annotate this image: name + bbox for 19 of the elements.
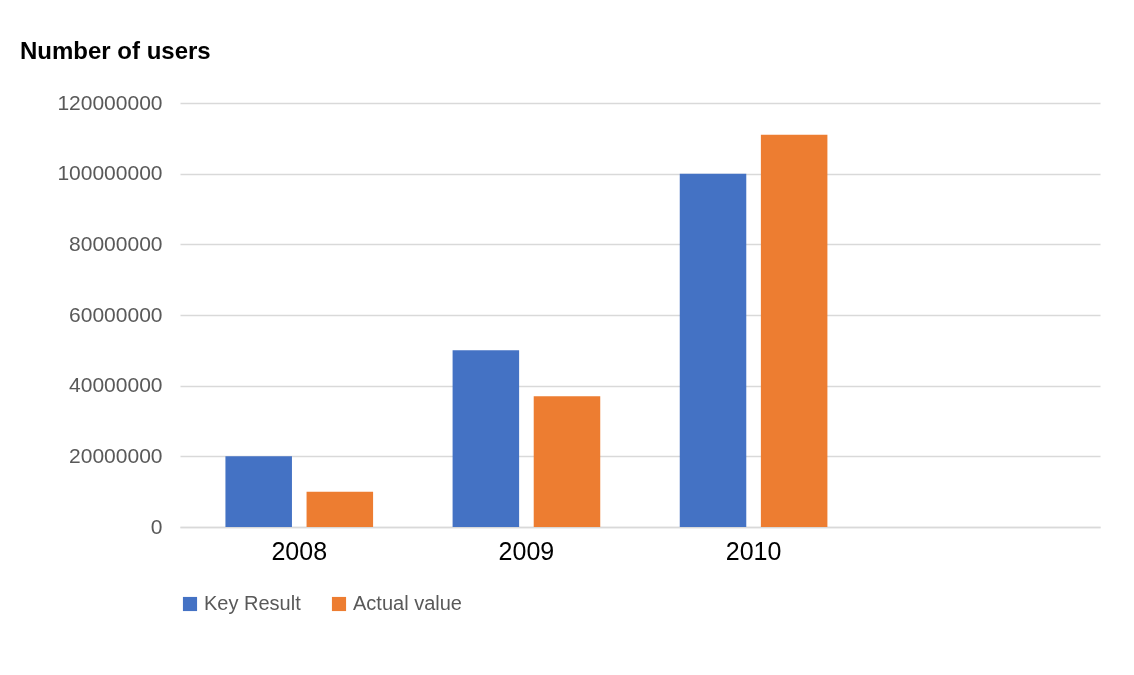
y-tick-label: 20000000 bbox=[69, 443, 163, 467]
bar bbox=[533, 396, 601, 527]
y-tick-label: 120000000 bbox=[57, 90, 163, 114]
legend-label: Key Result bbox=[204, 592, 302, 614]
y-tick-label: 80000000 bbox=[69, 231, 163, 255]
y-tick-label: 0 bbox=[150, 514, 163, 538]
bar bbox=[679, 173, 747, 527]
x-tick-label: 2008 bbox=[271, 536, 328, 565]
bar bbox=[760, 134, 828, 527]
bar bbox=[452, 350, 520, 527]
x-tick-label: 2009 bbox=[498, 536, 555, 565]
bar bbox=[306, 491, 374, 527]
y-tick-label: 100000000 bbox=[57, 161, 163, 185]
y-tick-label: 60000000 bbox=[69, 302, 163, 326]
bar bbox=[225, 456, 292, 527]
legend-label: Actual value bbox=[353, 592, 462, 614]
chart-title: Number of users bbox=[20, 37, 211, 64]
x-tick-label: 2010 bbox=[725, 536, 782, 565]
y-tick-label: 40000000 bbox=[69, 373, 163, 397]
